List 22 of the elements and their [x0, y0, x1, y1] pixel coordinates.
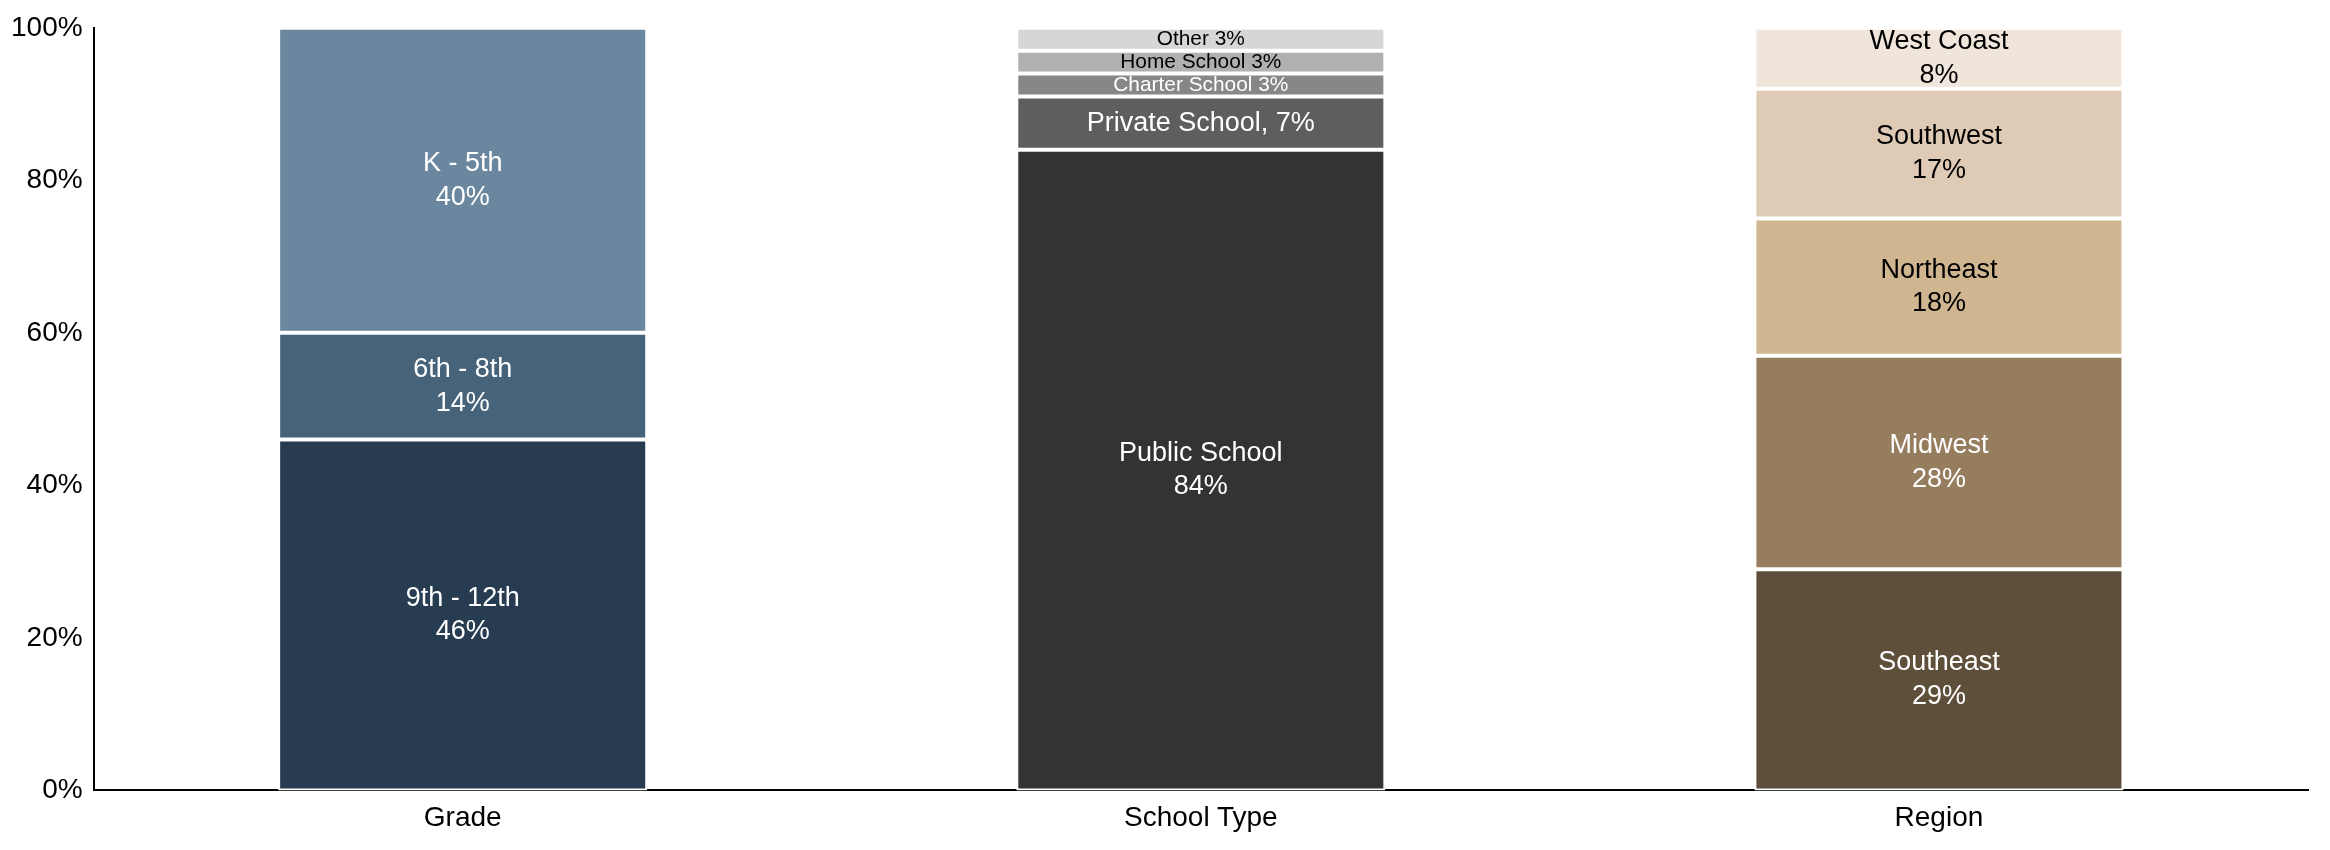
data-label: K - 5th 40%	[422, 146, 503, 211]
y-tick-label: 0%	[42, 773, 83, 805]
y-tick-label: 40%	[26, 468, 83, 500]
y-tick-label: 100%	[10, 10, 83, 42]
data-label: Northeast 18%	[1880, 253, 1998, 318]
data-label: Public School 84%	[1119, 436, 1283, 501]
data-label: Home School 3%	[1120, 48, 1282, 72]
data-label: 6th - 8th 14%	[413, 352, 513, 417]
x-tick-label: School Type	[1124, 800, 1278, 832]
data-label: Midwest 28%	[1889, 429, 1989, 493]
y-tick-label: 80%	[26, 163, 83, 195]
data-label: Private School, 7%	[1086, 106, 1315, 137]
data-label: Charter School 3%	[1113, 71, 1289, 95]
data-label: Southwest 17%	[1875, 120, 2003, 184]
data-label: West Coast 8%	[1869, 24, 2009, 89]
data-label: Southeast 29%	[1878, 646, 2001, 711]
data-label: 9th - 12th 46%	[405, 581, 520, 646]
x-tick-label: Grade	[423, 800, 502, 832]
x-tick-label: Region	[1894, 800, 1984, 832]
y-tick-label: 60%	[26, 315, 83, 347]
y-tick-label: 20%	[26, 620, 83, 652]
data-label: Other 3%	[1156, 25, 1245, 49]
